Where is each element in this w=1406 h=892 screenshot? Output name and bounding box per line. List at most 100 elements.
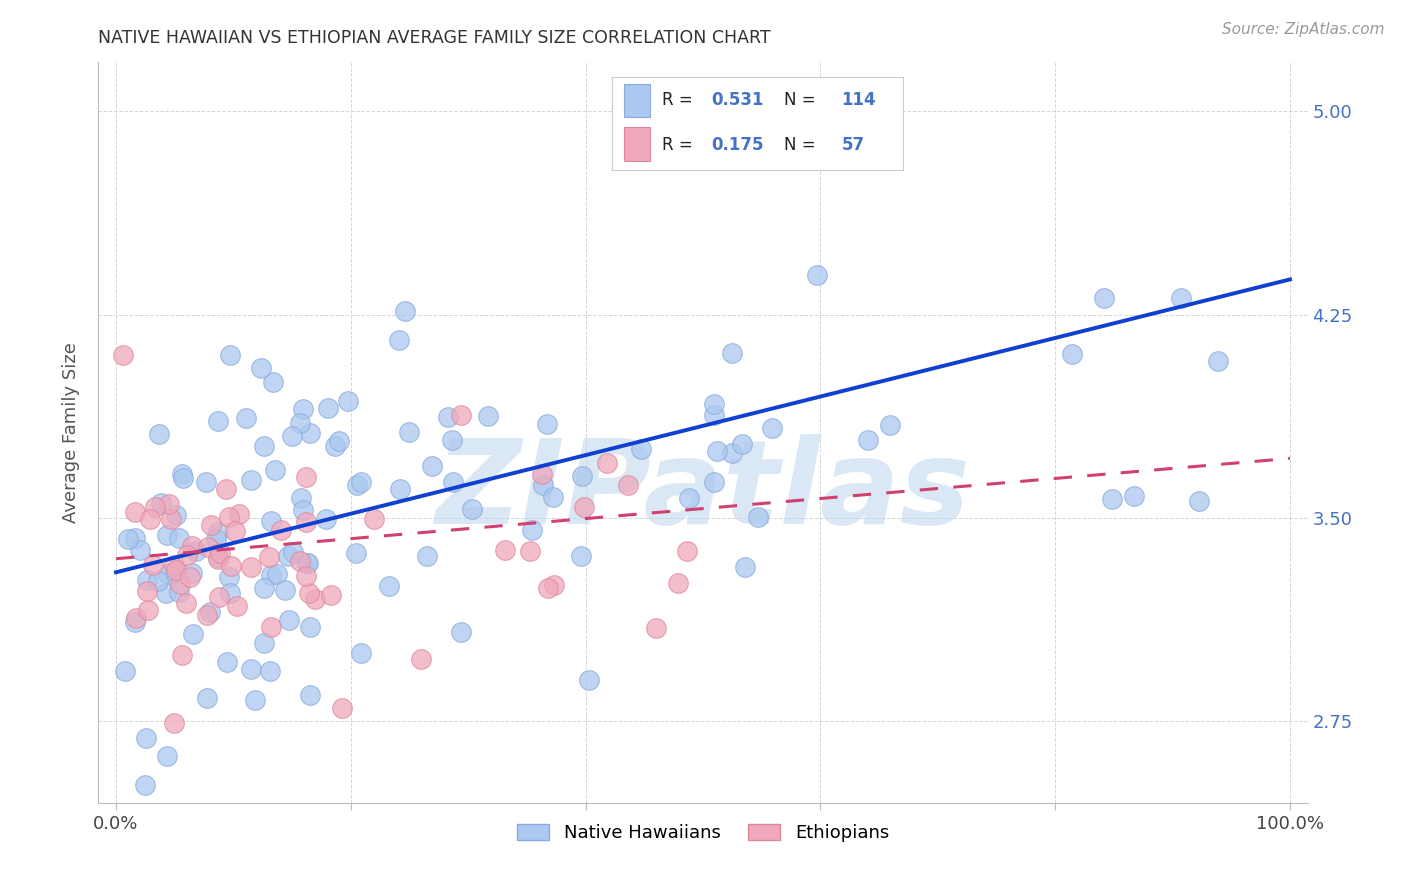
Point xyxy=(437,409,460,424)
Point xyxy=(288,416,311,430)
Point xyxy=(163,565,186,579)
Point xyxy=(574,500,596,514)
Point xyxy=(117,533,139,547)
Point xyxy=(239,662,262,676)
Point xyxy=(666,576,689,591)
Point xyxy=(143,500,166,514)
Point xyxy=(150,496,173,510)
Point xyxy=(205,532,228,546)
Point xyxy=(224,524,246,539)
Point xyxy=(290,554,312,568)
Point xyxy=(281,545,304,559)
Point xyxy=(1188,494,1211,508)
Point xyxy=(298,586,321,600)
Point xyxy=(350,646,373,660)
Point xyxy=(219,586,242,600)
Point xyxy=(409,651,432,665)
Point xyxy=(596,456,619,470)
Point xyxy=(731,437,754,451)
Point xyxy=(195,475,218,489)
Point xyxy=(240,473,263,487)
Point xyxy=(531,478,554,492)
Point xyxy=(330,700,353,714)
Point xyxy=(703,397,725,411)
Point xyxy=(207,549,229,564)
Point xyxy=(645,621,668,635)
Point xyxy=(179,570,201,584)
Point xyxy=(160,512,183,526)
Point xyxy=(181,566,204,580)
Point xyxy=(259,550,281,565)
Point xyxy=(262,376,284,390)
Text: NATIVE HAWAIIAN VS ETHIOPIAN AVERAGE FAMILY SIZE CORRELATION CHART: NATIVE HAWAIIAN VS ETHIOPIAN AVERAGE FAM… xyxy=(98,29,770,47)
Point xyxy=(441,475,464,489)
Point xyxy=(155,586,177,600)
Y-axis label: Average Family Size: Average Family Size xyxy=(62,343,80,523)
Point xyxy=(163,558,186,572)
Point xyxy=(156,528,179,542)
Point xyxy=(531,467,554,482)
Point xyxy=(388,334,411,348)
Point xyxy=(292,401,315,416)
Point xyxy=(135,583,157,598)
Point xyxy=(253,439,276,453)
Point xyxy=(207,525,229,540)
Point xyxy=(536,417,558,431)
Point xyxy=(139,512,162,526)
Point xyxy=(270,523,292,537)
Point xyxy=(292,503,315,517)
Point xyxy=(394,303,416,318)
Point xyxy=(273,583,295,598)
Point xyxy=(260,620,283,634)
Text: Source: ZipAtlas.com: Source: ZipAtlas.com xyxy=(1222,22,1385,37)
Point xyxy=(494,542,516,557)
Point xyxy=(197,607,219,622)
Point xyxy=(1123,489,1146,503)
Point xyxy=(195,691,218,706)
Point xyxy=(304,592,326,607)
Point xyxy=(295,470,318,484)
Point xyxy=(676,544,699,558)
Point xyxy=(806,268,828,282)
Point xyxy=(228,507,250,521)
Point xyxy=(207,552,229,566)
Point xyxy=(176,548,198,562)
Point xyxy=(747,510,769,524)
Point xyxy=(858,433,880,447)
Point xyxy=(298,689,321,703)
Point xyxy=(200,518,222,533)
Point xyxy=(450,408,472,422)
Point xyxy=(678,491,700,505)
Point xyxy=(250,361,273,376)
Point xyxy=(879,418,901,433)
Point xyxy=(295,569,318,583)
Point xyxy=(259,665,281,679)
Point xyxy=(398,425,420,439)
Point xyxy=(197,540,219,554)
Point xyxy=(1062,347,1084,361)
Point xyxy=(209,546,232,560)
Point xyxy=(134,778,156,792)
Point xyxy=(114,664,136,678)
Point xyxy=(378,578,401,592)
Legend: Native Hawaiians, Ethiopians: Native Hawaiians, Ethiopians xyxy=(510,816,896,849)
Point xyxy=(1170,291,1192,305)
Point xyxy=(235,411,257,425)
Point xyxy=(298,425,321,440)
Point xyxy=(440,433,463,447)
Point xyxy=(226,599,249,613)
Point xyxy=(278,614,301,628)
Point xyxy=(172,470,194,484)
Point xyxy=(290,491,312,505)
Point xyxy=(450,624,472,639)
Point xyxy=(218,570,240,584)
Point xyxy=(519,544,541,558)
Point xyxy=(315,512,337,526)
Point xyxy=(422,458,444,473)
Point xyxy=(165,508,187,522)
Point xyxy=(170,648,193,662)
Point xyxy=(617,478,640,492)
Point xyxy=(218,509,240,524)
Point xyxy=(541,491,564,505)
Point xyxy=(346,478,368,492)
